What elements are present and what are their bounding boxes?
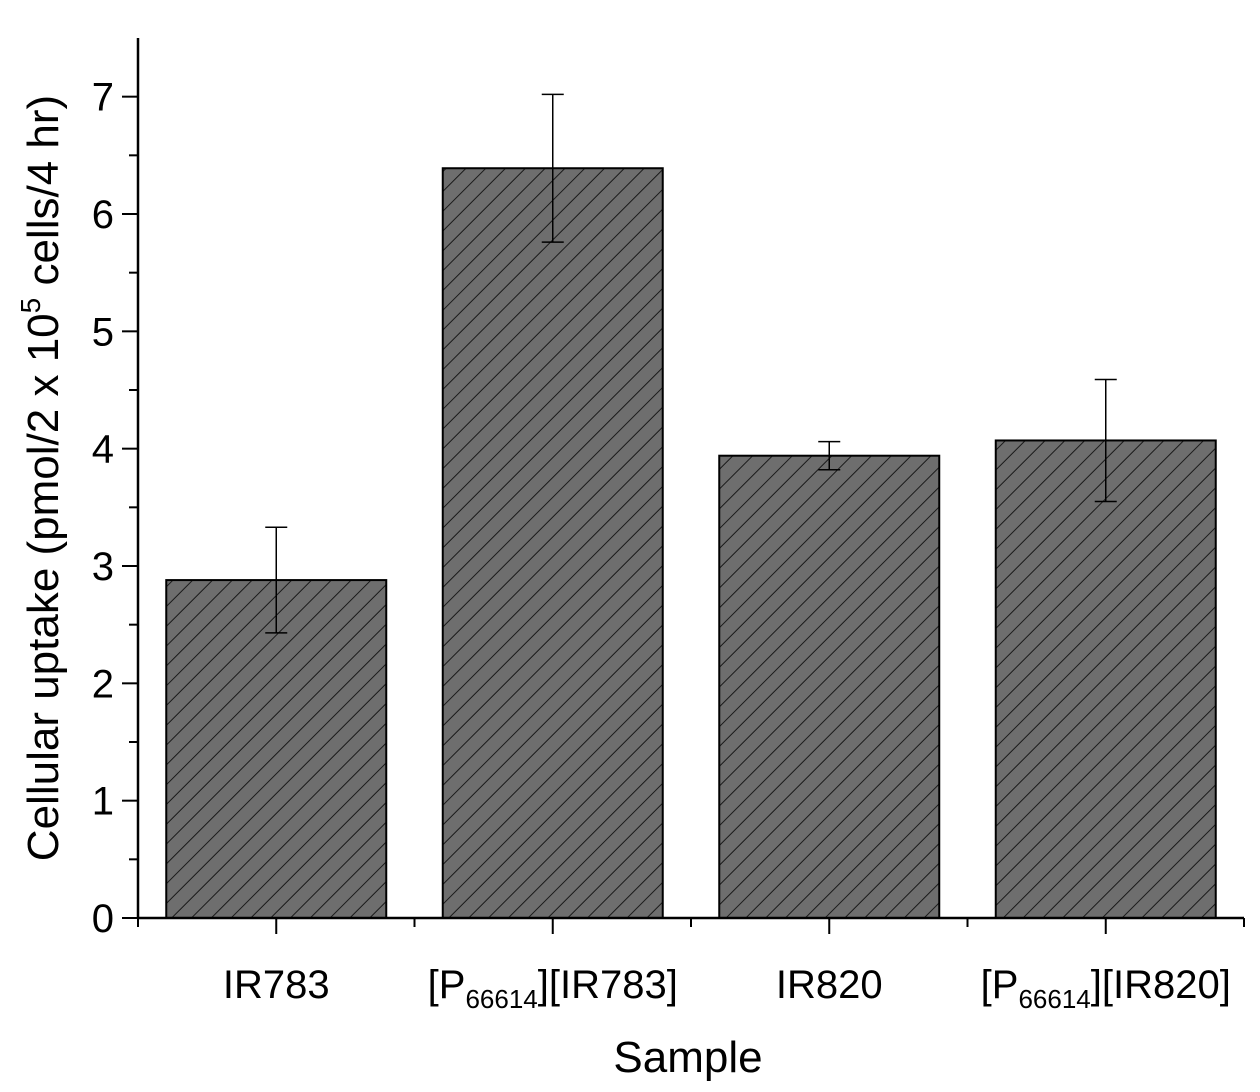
x-tick-label-2: IR820 <box>776 963 883 1007</box>
y-axis-title: Cellular uptake (pmol/2 x 105 cells/4 hr… <box>15 95 68 861</box>
tick-labels: IR783 [P66614][IR783] IR820 [P66614][IR820]… <box>92 76 1231 1014</box>
y-axis-title-superscript: 5 <box>15 298 46 314</box>
axes <box>122 38 1245 934</box>
error-bar-1 <box>541 93 564 243</box>
error-bar-2 <box>818 440 841 471</box>
y-tick-label-7: 7 <box>92 76 114 120</box>
x-tick-label-1: [P66614][IR783] <box>428 963 678 1014</box>
x-tick-label-3: [P66614][IR820] <box>981 963 1231 1014</box>
y-axis-title-main: Cellular uptake (pmol/2 x 10 <box>19 313 68 861</box>
bar-1 <box>441 167 664 920</box>
y-axis-title-rest: cells/4 hr) <box>19 95 68 298</box>
bar-3 <box>994 439 1217 919</box>
error-bar-3 <box>1094 378 1117 503</box>
bars <box>165 167 1217 920</box>
x-tick-label-0: IR783 <box>223 963 330 1007</box>
y-tick-label-2: 2 <box>92 662 114 706</box>
y-tick-label-0: 0 <box>92 897 114 941</box>
x-axis-title: Sample <box>613 1033 762 1082</box>
bar-0 <box>165 579 388 920</box>
y-tick-label-5: 5 <box>92 310 114 354</box>
y-tick-label-3: 3 <box>92 545 114 589</box>
error-bar-0 <box>265 526 288 634</box>
bar-2 <box>718 454 941 919</box>
y-tick-label-1: 1 <box>92 780 114 824</box>
y-tick-label-4: 4 <box>92 428 114 472</box>
error-bars <box>265 93 1117 634</box>
y-tick-label-6: 6 <box>92 193 114 237</box>
